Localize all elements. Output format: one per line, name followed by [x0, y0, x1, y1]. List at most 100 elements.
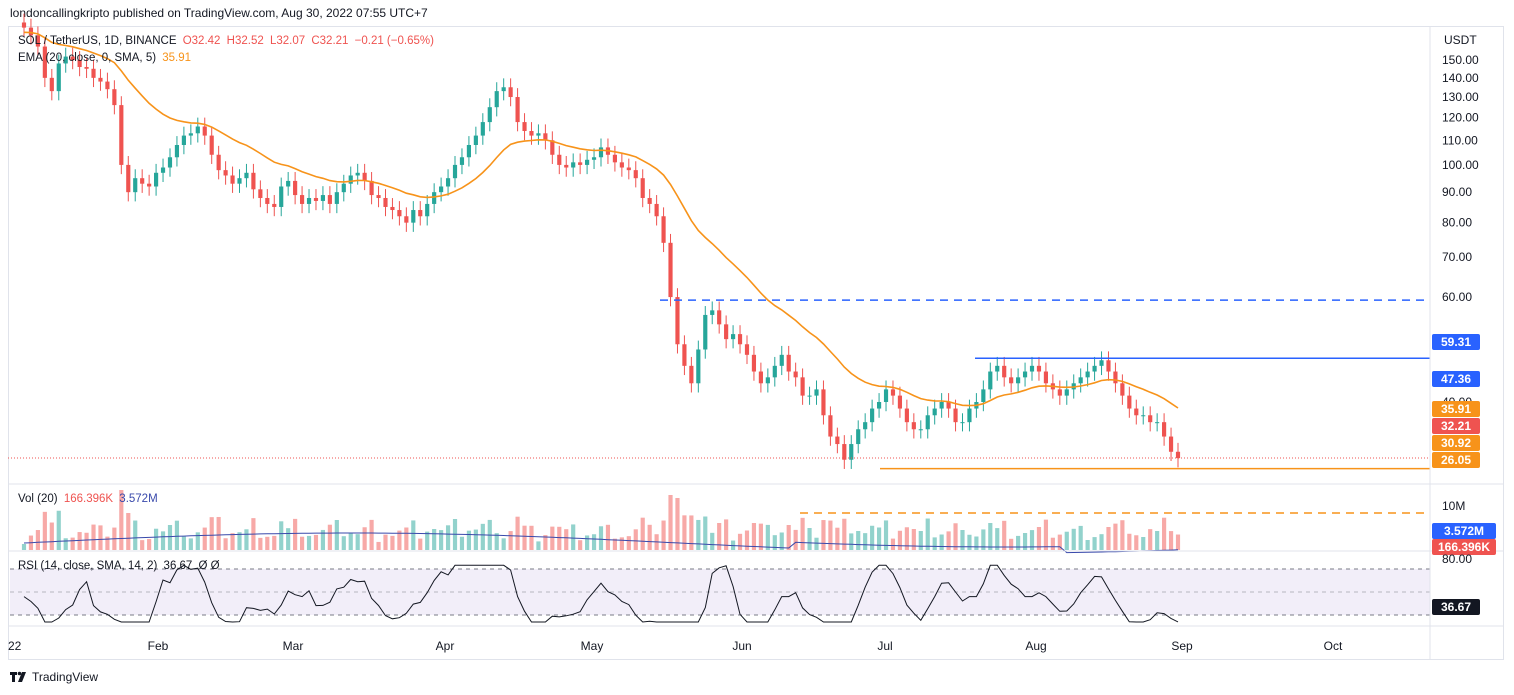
candle-body [1148, 415, 1153, 423]
volume-bar [376, 541, 381, 550]
volume-bar [355, 534, 360, 550]
candle-body [501, 87, 506, 92]
time-tick-label: Feb [148, 639, 169, 653]
volume-bar [515, 516, 520, 550]
volume-legend[interactable]: Vol (20) 166.396K 3.572M [18, 493, 161, 505]
volume-bar [56, 510, 61, 550]
volume-bar [1113, 523, 1118, 550]
volume-bar [459, 536, 465, 550]
volume-bar [960, 530, 965, 550]
candle-body [1134, 408, 1139, 416]
rsi-band [10, 569, 1430, 615]
volume-bar [696, 519, 701, 550]
candle-body [765, 377, 770, 384]
candle-body [612, 154, 617, 163]
volume-bar [988, 523, 993, 550]
candle-body [439, 186, 444, 193]
volume-bar [1134, 535, 1139, 550]
candle-body [995, 365, 1000, 372]
candle-body [960, 422, 965, 424]
volume-bar [995, 528, 1000, 550]
volume-bar [341, 536, 346, 550]
ema-legend[interactable]: EMA (20, close, 0, SMA, 5) 35.91 [18, 52, 194, 64]
volume-label[interactable]: Vol (20) [18, 493, 58, 505]
volume-bar [126, 513, 131, 550]
candle-body [390, 206, 395, 211]
volume-bar [480, 523, 485, 550]
volume-bar [286, 528, 291, 550]
candle-body [348, 175, 353, 184]
candle-body [230, 175, 235, 184]
volume-bar [543, 535, 548, 550]
volume-bar [772, 535, 777, 550]
candle-body [133, 178, 138, 193]
volume-bar [1120, 520, 1125, 550]
volume-bar [647, 524, 652, 550]
candle-body [272, 203, 277, 207]
volume-bar [626, 536, 631, 550]
candle-body [918, 429, 923, 431]
candle-body [452, 164, 458, 179]
candle-body [362, 172, 367, 181]
price-label-box [1432, 401, 1480, 417]
time-tick-label: Apr [436, 639, 455, 653]
volume-bar [703, 516, 708, 550]
volume-bar [425, 531, 430, 550]
candle-body [174, 144, 180, 158]
volume-bar [536, 541, 541, 550]
candle-body [341, 183, 346, 193]
volume-bar [272, 535, 277, 550]
volume-bar [1064, 531, 1069, 550]
volume-bar [661, 520, 666, 550]
volume-bar [473, 529, 478, 550]
price-label-text: 30.92 [1441, 436, 1471, 450]
volume-bar [640, 517, 645, 550]
candle-body [112, 89, 117, 106]
candle-body [313, 197, 319, 201]
candle-body [49, 77, 54, 92]
candle-body [911, 422, 916, 430]
volume-bar [1022, 533, 1028, 550]
volume-bar [619, 537, 624, 550]
symbol-label[interactable]: SOL / TetherUS, 1D, BINANCE [18, 35, 177, 47]
time-tick-label: Jun [732, 639, 751, 653]
ema-label[interactable]: EMA (20, close, 0, SMA, 5) [18, 52, 157, 64]
volume-ma-line [23, 532, 1179, 554]
volume-bar [835, 527, 840, 550]
volume-bar [418, 538, 423, 550]
volume-bar [633, 529, 638, 550]
candle-body [626, 167, 631, 171]
volume-bar [63, 538, 68, 550]
rsi-legend[interactable]: RSI (14, close, SMA, 14, 2) 36.67 Ø Ø [18, 560, 223, 572]
main-legend[interactable]: SOL / TetherUS, 1D, BINANCE O32.42 H32.5… [18, 35, 437, 47]
candle-body [209, 135, 214, 155]
volume-bar [1141, 537, 1146, 550]
candle-body [1002, 365, 1007, 378]
candle-body [1064, 389, 1069, 396]
candle-body [1099, 360, 1104, 366]
candle-body [487, 107, 492, 123]
candle-body [529, 131, 534, 136]
volume-bar [348, 533, 353, 550]
time-tick-label: Aug [1025, 639, 1046, 653]
candle-body [418, 210, 423, 217]
volume-bar [77, 532, 82, 550]
open-value: O32.42 [182, 35, 221, 47]
candle-body [737, 334, 743, 345]
candle-body [1029, 365, 1035, 372]
rsi-extra: Ø Ø [198, 560, 220, 572]
candle-body [640, 178, 645, 198]
volume-bar [1002, 520, 1007, 550]
candle-body [376, 195, 381, 198]
tradingview-brand[interactable]: TradingView [10, 670, 98, 684]
rsi-label[interactable]: RSI (14, close, SMA, 14, 2) [18, 560, 158, 572]
price-tick-label: 140.00 [1442, 71, 1479, 85]
volume-bar [1148, 529, 1153, 550]
volume-bar [466, 530, 472, 550]
candle-body [306, 197, 312, 204]
volume-bar [42, 511, 47, 550]
candle-body [981, 389, 986, 402]
candle-body [578, 162, 583, 165]
volume-bar [445, 525, 451, 550]
